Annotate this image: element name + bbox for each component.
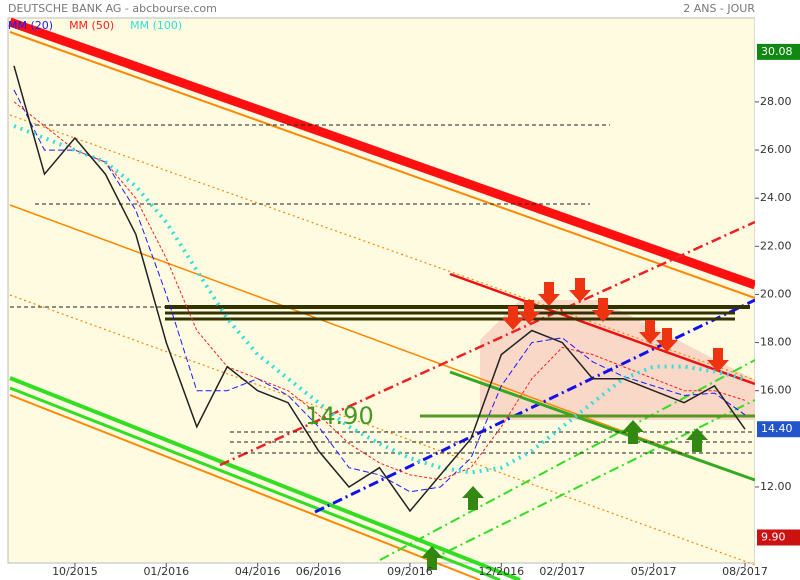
x-tick-label: 05/2017 — [631, 565, 677, 578]
y-tick-label: 16.00 — [760, 384, 792, 397]
y-tick-label: 12.00 — [760, 480, 792, 493]
plot-area — [7, 17, 756, 564]
chart-title: DEUTSCHE BANK AG - abcbourse.com — [8, 2, 217, 15]
y-tick-label: 20.00 — [760, 287, 792, 300]
x-tick-label: 01/2016 — [143, 565, 189, 578]
x-tick-label: 12/2016 — [478, 565, 524, 578]
x-tick-label: 09/2016 — [387, 565, 433, 578]
legend-entry: MM (20) — [8, 19, 53, 32]
x-tick-label: 08/2017 — [722, 565, 768, 578]
x-tick-label: 06/2016 — [296, 565, 342, 578]
arrows — [502, 278, 729, 372]
x-tick-label: 02/2017 — [539, 565, 585, 578]
annotation: 14.90 — [305, 402, 374, 430]
y-tick-label: 26.00 — [760, 143, 792, 156]
ma-line — [13, 101, 746, 481]
y-tick-label: 22.00 — [760, 239, 792, 252]
price-line — [13, 65, 746, 513]
price-tag — [757, 529, 800, 546]
price-tag-label: 30.08 — [761, 45, 793, 58]
x-tick-label: 04/2016 — [235, 565, 281, 578]
chart-subtitle: 2 ANS - JOUR — [683, 2, 755, 15]
axis-area — [755, 0, 800, 580]
y-tick-label: 24.00 — [760, 191, 792, 204]
y-tick-label: 28.00 — [760, 95, 792, 108]
drawings — [8, 17, 757, 580]
zone — [480, 300, 755, 420]
price-tag-label: 9.90 — [761, 530, 786, 543]
legend-entry: MM (100) — [130, 19, 182, 32]
price-tag-label: 14.40 — [761, 422, 793, 435]
legend-entry: MM (50) — [69, 19, 114, 32]
y-tick-label: 18.00 — [760, 336, 792, 349]
x-tick-label: 10/2015 — [52, 565, 98, 578]
price-tag — [757, 421, 800, 438]
price-tag — [757, 43, 800, 60]
arrows-up — [421, 420, 708, 570]
